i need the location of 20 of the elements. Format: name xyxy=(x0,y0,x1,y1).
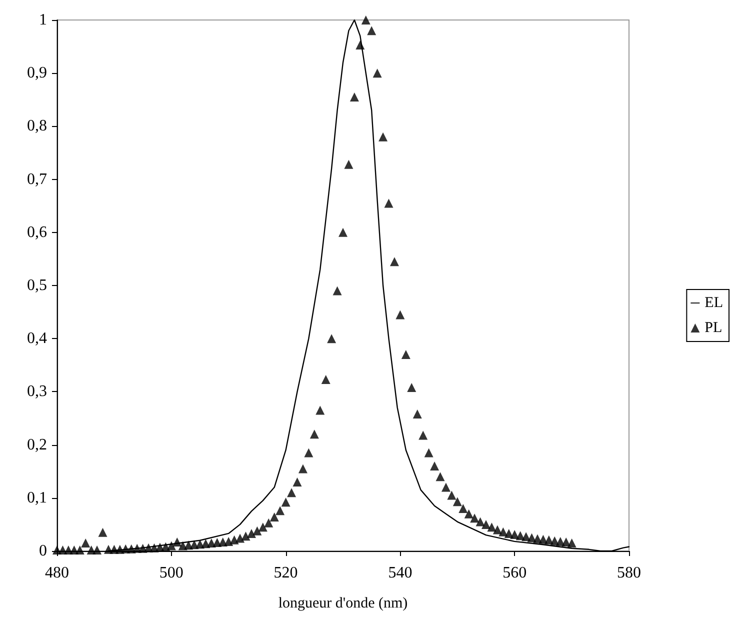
y-tick-label: 0,2 xyxy=(27,436,47,454)
x-tick-label: 540 xyxy=(388,564,412,582)
x-axis-title: longueur d'onde (nm) xyxy=(278,596,408,612)
y-tick-label: 0,1 xyxy=(27,489,47,506)
y-tick-label: 0 xyxy=(39,542,47,560)
y-tick-label: 0,5 xyxy=(27,277,47,294)
y-tick-label: 0,4 xyxy=(27,330,47,348)
x-tick-label: 560 xyxy=(502,564,527,582)
x-tick-label: 500 xyxy=(159,564,184,582)
y-tick-label: 1 xyxy=(39,12,47,28)
y-tick-label: 0,8 xyxy=(27,118,47,135)
legend-label: PL xyxy=(704,320,722,336)
y-tick-label: 0,9 xyxy=(27,64,47,82)
legend-label: EL xyxy=(704,295,724,311)
y-tick-label: 0,7 xyxy=(27,170,47,188)
y-tick-label: 0,3 xyxy=(27,383,47,400)
x-tick-label: 520 xyxy=(274,564,298,582)
x-tick-label: 480 xyxy=(45,564,69,582)
y-tick-label: 0,6 xyxy=(27,224,47,241)
x-tick-label: 580 xyxy=(617,564,641,582)
